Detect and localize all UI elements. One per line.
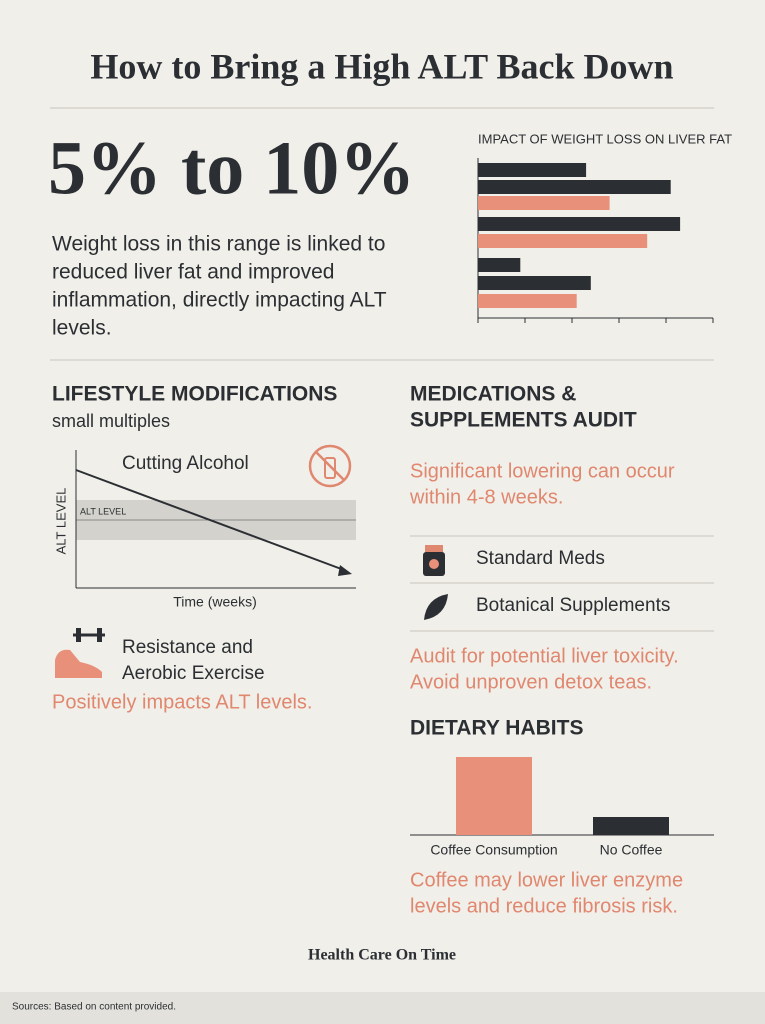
bar <box>478 163 587 177</box>
bar <box>478 180 671 194</box>
chart-title: Cutting Alcohol <box>122 453 249 474</box>
x-tick-label: No Coffee <box>600 842 663 858</box>
bar <box>478 217 681 231</box>
shoe-icon <box>55 628 105 678</box>
hero-text: Weight loss in this range is linked to <box>52 233 385 256</box>
trend-line <box>75 469 345 571</box>
x-axis-label: Time (weeks) <box>173 594 257 610</box>
y-axis-label: ALT LEVEL <box>53 488 68 555</box>
section-heading: DIETARY HABITS <box>410 717 583 740</box>
bar <box>478 196 610 210</box>
leaf-icon <box>424 594 448 620</box>
note: Significant lowering can occur <box>410 460 675 482</box>
note: within 4-8 weeks. <box>409 486 563 508</box>
footer-band <box>0 992 765 1024</box>
exercise-title: Resistance and <box>122 637 253 658</box>
warning: Avoid unproven detox teas. <box>410 671 652 693</box>
note: levels and reduce fibrosis risk. <box>410 895 678 917</box>
pill-icon <box>423 545 445 576</box>
item: Standard Meds <box>476 548 605 569</box>
exercise-title: Aerobic Exercise <box>122 663 265 684</box>
section-heading: LIFESTYLE MODIFICATIONS <box>52 383 337 406</box>
brand: Health Care On Time <box>308 947 456 964</box>
section-heading: SUPPLEMENTS AUDIT <box>410 409 637 432</box>
item: Botanical Supplements <box>476 595 670 616</box>
section-heading: MEDICATIONS & <box>410 383 576 406</box>
note: Coffee may lower liver enzyme <box>410 869 683 891</box>
hero-stat: 5% to 10% <box>48 126 415 210</box>
arrow-head <box>338 565 352 576</box>
section-subheading: small multiples <box>52 411 170 431</box>
exercise-note: Positively impacts ALT levels. <box>52 691 312 713</box>
bar <box>478 234 648 248</box>
bar <box>593 817 669 835</box>
footer: Sources: Based on content provided. <box>12 1002 176 1013</box>
band-label: ALT LEVEL <box>80 506 126 516</box>
bar <box>456 757 532 835</box>
chart-title: IMPACT OF WEIGHT LOSS ON LIVER FAT <box>478 131 732 146</box>
hero-text: reduced liver fat and improved <box>52 261 335 284</box>
x-tick-label: Coffee Consumption <box>430 842 557 858</box>
hero-text: inflammation, directly impacting ALT <box>52 289 387 312</box>
bar <box>478 258 521 272</box>
title: How to Bring a High ALT Back Down <box>90 46 673 86</box>
hero-text: levels. <box>52 317 112 340</box>
bar <box>478 276 591 290</box>
no-alcohol-icon <box>308 444 352 488</box>
bar <box>478 294 577 308</box>
warning: Audit for potential liver toxicity. <box>410 645 679 667</box>
